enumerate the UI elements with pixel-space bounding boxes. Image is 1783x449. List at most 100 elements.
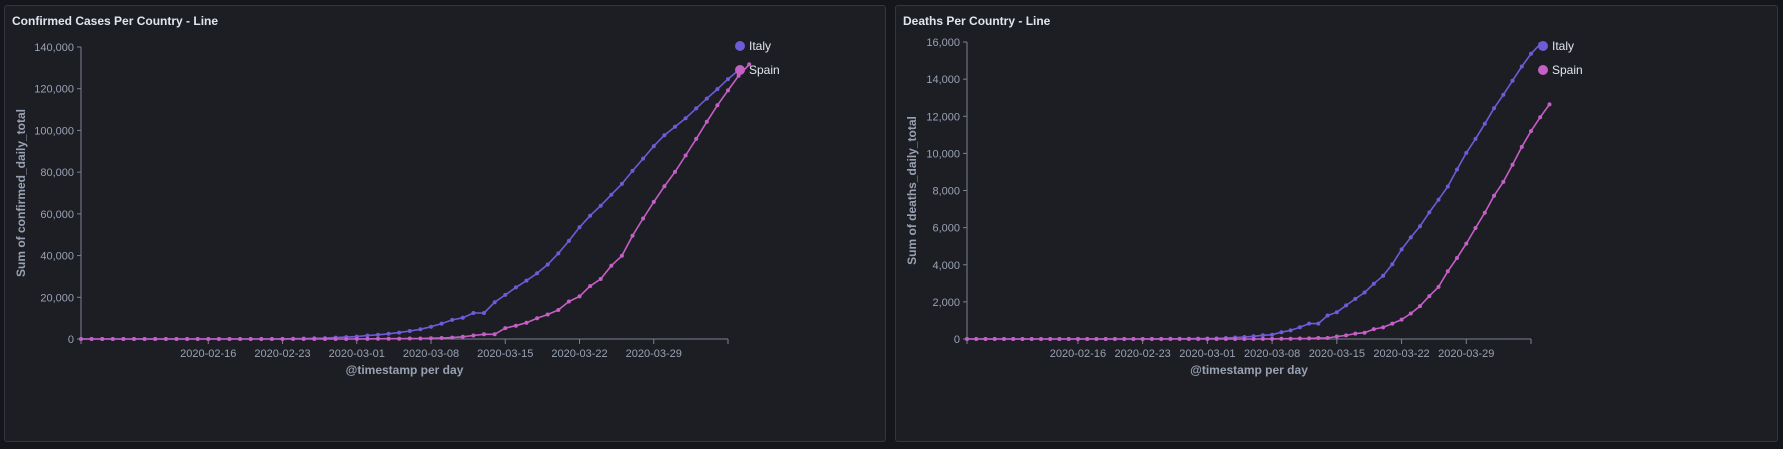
data-point[interactable] (535, 271, 540, 276)
data-point[interactable] (1149, 337, 1154, 341)
data-point[interactable] (1334, 310, 1339, 315)
data-point[interactable] (556, 251, 561, 256)
data-point[interactable] (1408, 311, 1413, 316)
data-point[interactable] (566, 238, 571, 243)
data-point[interactable] (1334, 334, 1339, 339)
data-point[interactable] (1260, 333, 1265, 338)
data-point[interactable] (1455, 167, 1459, 172)
data-point[interactable] (1307, 336, 1312, 341)
data-point[interactable] (79, 337, 83, 341)
data-point[interactable] (1519, 64, 1524, 69)
data-point[interactable] (1270, 336, 1275, 341)
data-point[interactable] (974, 337, 979, 341)
data-point[interactable] (1529, 129, 1533, 134)
data-point[interactable] (1057, 337, 1062, 341)
data-point[interactable] (588, 213, 593, 218)
data-point[interactable] (1371, 281, 1376, 286)
data-point[interactable] (662, 133, 667, 138)
data-point[interactable] (429, 324, 433, 329)
data-point[interactable] (1344, 333, 1349, 338)
data-point[interactable] (1381, 325, 1386, 330)
data-point[interactable] (1501, 92, 1506, 97)
data-point[interactable] (259, 337, 264, 341)
data-point[interactable] (1002, 337, 1006, 341)
data-point[interactable] (1214, 337, 1219, 341)
data-point[interactable] (471, 333, 476, 338)
data-point[interactable] (291, 337, 296, 341)
data-point[interactable] (1399, 317, 1404, 322)
data-point[interactable] (651, 144, 656, 149)
data-point[interactable] (1288, 328, 1293, 333)
data-point[interactable] (704, 96, 709, 101)
data-point[interactable] (482, 332, 486, 337)
data-point[interactable] (747, 62, 752, 67)
data-point[interactable] (1436, 284, 1441, 289)
legend[interactable]: Italy Spain (1538, 39, 1583, 77)
data-point[interactable] (1492, 193, 1496, 198)
data-point[interactable] (715, 87, 720, 92)
data-point[interactable] (397, 330, 402, 335)
data-point[interactable] (598, 277, 603, 281)
data-point[interactable] (1482, 121, 1487, 126)
data-point[interactable] (619, 253, 624, 258)
data-point[interactable] (1445, 269, 1450, 274)
data-point[interactable] (609, 263, 614, 268)
data-point[interactable] (1408, 235, 1413, 240)
data-point[interactable] (89, 337, 94, 341)
legend-item-italy[interactable]: Italy (1538, 39, 1574, 53)
data-point[interactable] (1270, 332, 1275, 337)
data-point[interactable] (1112, 337, 1117, 341)
data-point[interactable] (1020, 337, 1025, 341)
data-point[interactable] (524, 278, 529, 283)
data-point[interactable] (726, 88, 730, 93)
data-point[interactable] (1297, 325, 1302, 330)
data-point[interactable] (1297, 336, 1302, 341)
data-point[interactable] (153, 337, 158, 341)
data-point[interactable] (344, 337, 349, 341)
data-point[interactable] (1048, 337, 1053, 341)
data-point[interactable] (418, 327, 423, 332)
data-point[interactable] (1455, 256, 1459, 260)
data-point[interactable] (1492, 106, 1496, 111)
data-point[interactable] (588, 284, 593, 289)
data-point[interactable] (1159, 337, 1164, 341)
data-point[interactable] (1168, 337, 1173, 341)
data-point[interactable] (185, 337, 190, 341)
data-point[interactable] (1066, 337, 1071, 341)
data-point[interactable] (535, 316, 540, 321)
data-point[interactable] (1418, 224, 1422, 229)
data-point[interactable] (429, 336, 433, 341)
data-point[interactable] (1260, 336, 1265, 341)
data-point[interactable] (301, 337, 306, 341)
data-point[interactable] (1418, 304, 1422, 309)
data-point[interactable] (609, 192, 614, 197)
data-point[interactable] (1131, 337, 1136, 341)
data-point[interactable] (110, 337, 115, 341)
data-point[interactable] (598, 203, 603, 208)
data-point[interactable] (1473, 226, 1478, 230)
data-point[interactable] (545, 312, 550, 317)
data-point[interactable] (439, 336, 444, 340)
data-point[interactable] (1390, 321, 1395, 326)
data-point[interactable] (418, 336, 423, 341)
data-point[interactable] (1039, 337, 1043, 341)
data-point[interactable] (1186, 337, 1191, 341)
data-point[interactable] (704, 119, 709, 124)
data-point[interactable] (651, 199, 656, 204)
data-point[interactable] (1510, 162, 1515, 167)
legend-item-spain[interactable]: Spain (1538, 63, 1583, 77)
data-point[interactable] (492, 332, 497, 337)
data-point[interactable] (312, 337, 317, 341)
data-point[interactable] (1381, 273, 1386, 278)
data-point[interactable] (269, 337, 274, 341)
data-point[interactable] (1279, 336, 1284, 341)
data-point[interactable] (1353, 331, 1358, 336)
data-point[interactable] (992, 337, 997, 341)
data-point[interactable] (503, 292, 508, 297)
data-point[interactable] (1464, 241, 1469, 246)
data-point[interactable] (662, 184, 667, 189)
data-point[interactable] (983, 337, 988, 341)
data-point[interactable] (1436, 197, 1441, 202)
data-point[interactable] (1482, 210, 1487, 215)
data-point[interactable] (1288, 336, 1293, 341)
